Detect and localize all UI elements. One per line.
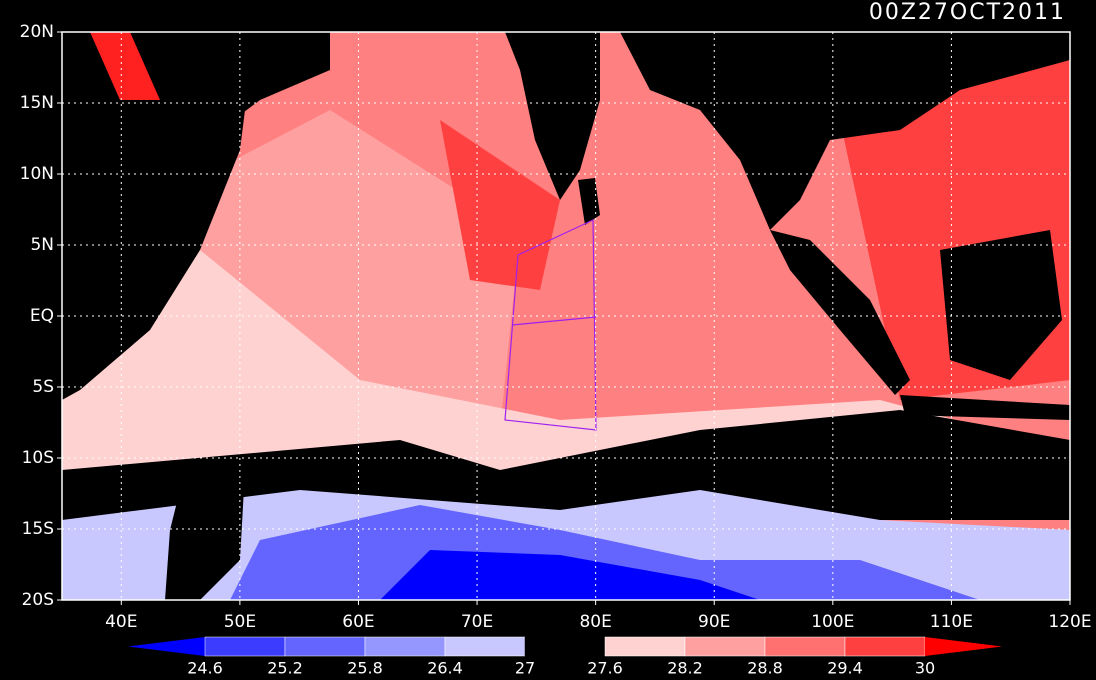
- region-box: [511, 316, 597, 326]
- colorbar-label: 27.6: [587, 659, 623, 678]
- land: [165, 470, 245, 600]
- land: [770, 230, 910, 395]
- colorbar-bin: [604, 636, 686, 657]
- lat-label: 20S: [22, 590, 54, 610]
- colorbar-label: 28.8: [747, 659, 783, 678]
- lon-label: 40E: [105, 612, 137, 632]
- lon-label: 80E: [579, 612, 611, 632]
- colorbar-bin: [764, 636, 846, 657]
- axes: 20N 15N 10N 5N EQ 5S 10S 15S 20S 40E 50E 60E 70E 80E 9…: [20, 22, 1092, 632]
- land: [90, 32, 330, 160]
- colorbar-bin: [364, 636, 446, 657]
- map-title: 00Z27OCT2011: [869, 0, 1066, 25]
- lon-label: 90E: [698, 612, 730, 632]
- lon-label: 120E: [1048, 612, 1091, 632]
- colorbar-arrow: [925, 637, 1002, 656]
- lat-label: 20N: [20, 22, 54, 42]
- sst-region: [90, 32, 160, 100]
- colorbar-bin: [444, 636, 526, 657]
- colorbar-label: 26.4: [427, 659, 463, 678]
- colorbar-arrow: [128, 637, 205, 656]
- colorbar-label: 28.2: [667, 659, 703, 678]
- lat-label: 10N: [20, 164, 54, 184]
- colorbar-bin: [204, 636, 286, 657]
- colorbar-label: 25.8: [347, 659, 383, 678]
- land: [505, 32, 600, 200]
- colorbar-bin: [284, 636, 366, 657]
- colorbar-label: 29.4: [827, 659, 863, 678]
- lon-label: 60E: [342, 612, 374, 632]
- lat-label: 5N: [30, 235, 54, 255]
- colorbar-label: 30: [915, 659, 935, 678]
- colorbar-bin: [524, 636, 606, 657]
- land: [940, 230, 1062, 380]
- colorbar-bin: [844, 636, 926, 657]
- land: [900, 395, 1070, 420]
- colorbar: 24.6 25.2 25.8 26.4 27 27.6 28.2 28.8 29.4 30: [128, 636, 1002, 678]
- lon-label: 50E: [224, 612, 256, 632]
- lat-label: 10S: [22, 448, 54, 468]
- land: [578, 178, 600, 225]
- colorbar-label: 24.6: [187, 659, 223, 678]
- colorbar-bin: [684, 636, 766, 657]
- colorbar-label: 27: [515, 659, 535, 678]
- lon-label: 70E: [461, 612, 493, 632]
- lat-label: 15S: [22, 519, 54, 539]
- lon-label: 110E: [930, 612, 973, 632]
- lon-label: 100E: [811, 612, 854, 632]
- land: [620, 32, 1070, 230]
- lat-label: EQ: [30, 306, 54, 326]
- sst-region: [440, 120, 560, 290]
- colorbar-label: 25.2: [267, 659, 303, 678]
- lat-label: 15N: [20, 93, 54, 113]
- lat-label: 5S: [32, 377, 54, 397]
- sst-region: [380, 550, 760, 600]
